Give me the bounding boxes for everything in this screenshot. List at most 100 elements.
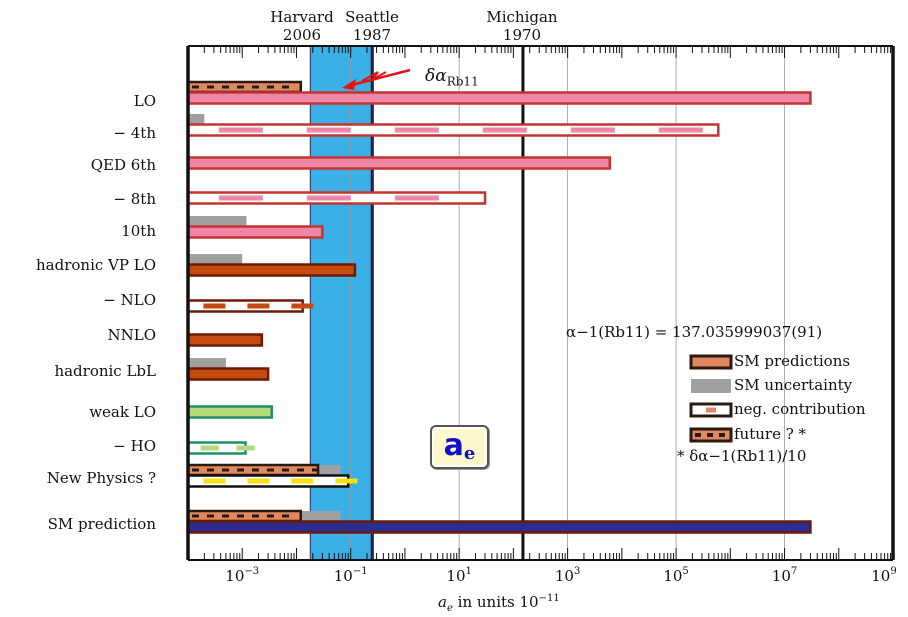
future-dash <box>207 468 214 472</box>
footnote: * δα−1(Rb11)/10 <box>677 447 807 465</box>
bar-dash <box>658 127 703 133</box>
experiment-lab: Seattle <box>345 8 399 26</box>
bar-4 <box>186 225 324 239</box>
x-axis-text: in units 10 <box>452 593 539 611</box>
uncertainty-bar <box>189 216 247 226</box>
bar-9 <box>186 405 273 419</box>
bar-dash <box>335 478 358 484</box>
tick-base: 10 <box>663 567 683 585</box>
gridlines <box>350 46 785 560</box>
uncertainty-bar <box>189 254 243 264</box>
row-label: − HO <box>113 437 156 455</box>
legend-swatch-neg-dash <box>706 407 716 413</box>
bar-dash <box>394 195 439 201</box>
future-dash <box>267 514 274 518</box>
x-axis-symbol: a <box>438 593 447 611</box>
bar-dash <box>203 478 226 484</box>
uncertainty-bar <box>189 114 205 124</box>
tick-exp: −3 <box>244 566 260 577</box>
experiment-year: 1987 <box>352 26 392 44</box>
alpha-value-annotation: α−1(Rb11) = 137.035999037(91) <box>566 323 823 341</box>
tick-base: 10 <box>333 567 353 585</box>
x-tick-label: 10−3 <box>225 566 259 585</box>
uncertainty-bar <box>189 358 226 368</box>
future-dash <box>222 468 229 472</box>
legend-label-unc: SM uncertainty <box>734 376 853 394</box>
bar-dash <box>247 303 270 309</box>
future-dash <box>282 468 289 472</box>
legend-swatch-sm <box>689 354 733 370</box>
x-axis-exp: −11 <box>538 593 560 604</box>
legend-swatches <box>689 354 733 443</box>
row-label: − 4th <box>113 124 156 142</box>
bar-dash <box>200 445 219 451</box>
row-label: weak LO <box>89 403 156 421</box>
bar-dash <box>394 127 439 133</box>
x-tick-label: 105 <box>663 566 688 585</box>
row-label: New Physics ? <box>46 469 156 487</box>
tick-base: 10 <box>446 567 466 585</box>
row-label: NNLO <box>107 326 156 344</box>
row-label: 10th <box>121 222 156 240</box>
bar-dash <box>203 303 226 309</box>
future-dash <box>267 468 274 472</box>
tick-exp: 7 <box>790 566 798 577</box>
legend-label-sm: SM predictions <box>734 352 851 370</box>
row-label: − NLO <box>103 291 156 309</box>
tick-exp: 9 <box>890 566 897 577</box>
future-dash <box>282 514 289 518</box>
legend-swatch-future-dash <box>707 433 713 437</box>
future-dash <box>207 85 214 89</box>
x-tick-label: 101 <box>446 566 471 585</box>
experiment-lab: Michigan <box>486 8 558 26</box>
future-dash <box>192 85 199 89</box>
bar-dash <box>306 127 351 133</box>
row-label: hadronic LbL <box>54 362 156 380</box>
plot-frame <box>186 45 895 561</box>
experiment-year: 2006 <box>282 26 322 44</box>
arrow-head <box>342 79 356 90</box>
ae-badge-subscript: e <box>463 443 476 465</box>
arrow-zigzag <box>361 71 387 82</box>
bar-0 <box>186 91 812 105</box>
row-label: LO <box>133 92 156 110</box>
tick-base: 10 <box>225 567 245 585</box>
bar-dash <box>218 127 263 133</box>
x-axis-label: ae in units 10−11 <box>438 593 560 614</box>
future-dash <box>222 85 229 89</box>
future-dash <box>282 85 289 89</box>
future-dash <box>192 514 199 518</box>
bar-dash <box>291 303 314 309</box>
legend-swatch-future-dash <box>719 433 725 437</box>
x-tick-label: 10−1 <box>334 566 368 585</box>
bar-dash <box>306 195 351 201</box>
ae-badge-symbol: a <box>443 428 464 463</box>
delta-alpha-symbol: δα <box>425 66 447 86</box>
row-label: QED 6th <box>90 156 156 174</box>
future-dash <box>267 85 274 89</box>
bar-5 <box>186 263 357 277</box>
future-dash <box>297 468 304 472</box>
future-dash <box>237 85 244 89</box>
bar-dash <box>482 127 527 133</box>
delta-alpha-label: δαRb11 <box>425 66 479 88</box>
row-label: − 8th <box>113 190 156 208</box>
future-dash <box>237 514 244 518</box>
row-label: hadronic VP LO <box>36 256 156 274</box>
future-dash <box>222 514 229 518</box>
bar-dash <box>291 478 314 484</box>
tick-exp: 3 <box>573 566 581 577</box>
bar-dash <box>570 127 615 133</box>
legend-swatch-unc <box>691 379 731 393</box>
delta-alpha-arrow <box>342 68 411 90</box>
delta-alpha-subscript: Rb11 <box>446 74 479 89</box>
tick-exp: 1 <box>465 566 472 577</box>
future-dash <box>252 468 259 472</box>
legend-swatch-future-dash <box>695 433 701 437</box>
bar-1 <box>186 123 720 137</box>
tick-base: 10 <box>771 567 791 585</box>
ae-badge: ae <box>430 425 489 469</box>
bar-8 <box>186 367 270 381</box>
future-dash <box>252 85 259 89</box>
